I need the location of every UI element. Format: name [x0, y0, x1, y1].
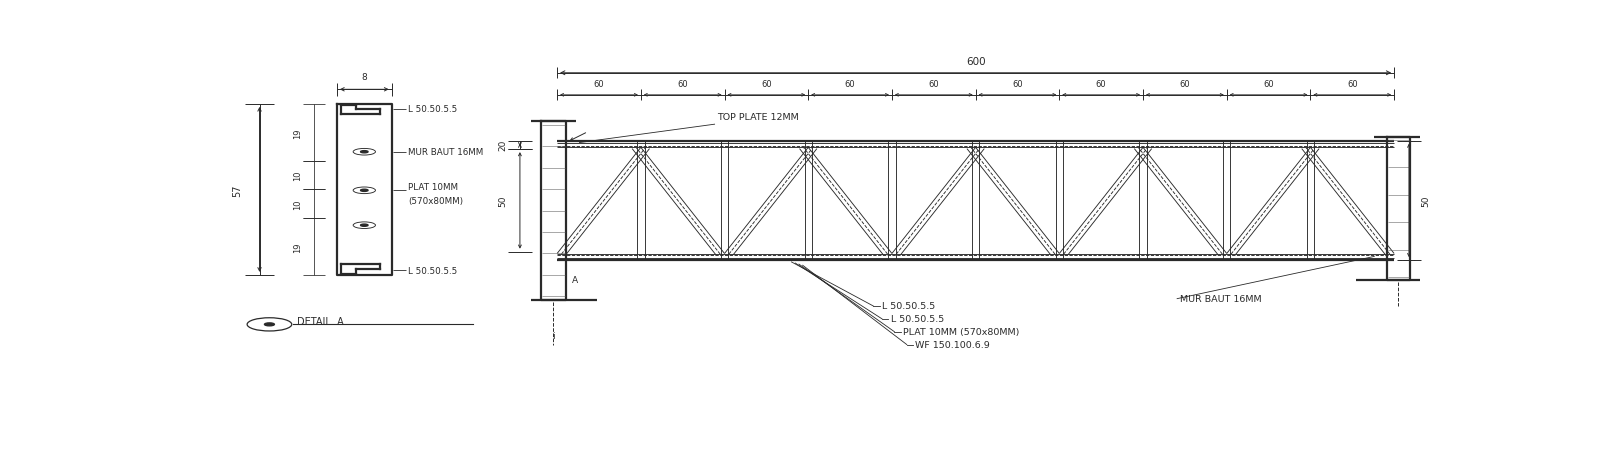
Text: L 50.50.5.5: L 50.50.5.5	[408, 105, 458, 114]
Text: WF 150.100.6.9: WF 150.100.6.9	[915, 340, 990, 349]
Text: 8: 8	[362, 73, 366, 82]
Text: 60: 60	[1013, 80, 1022, 89]
Text: PLAT 10MM (570x80MM): PLAT 10MM (570x80MM)	[902, 327, 1019, 337]
Text: DETAIL  A: DETAIL A	[296, 317, 344, 327]
Text: 60: 60	[1179, 80, 1190, 89]
Text: 60: 60	[1347, 80, 1357, 89]
Text: MUR BAUT 16MM: MUR BAUT 16MM	[1179, 295, 1261, 304]
Text: L 50.50.5.5: L 50.50.5.5	[408, 266, 458, 275]
Text: 60: 60	[1264, 80, 1274, 89]
Text: 19: 19	[293, 128, 302, 139]
Text: 60: 60	[845, 80, 856, 89]
Text: 50: 50	[499, 195, 507, 207]
Circle shape	[360, 190, 368, 192]
Text: 10: 10	[293, 170, 302, 181]
Text: 60: 60	[594, 80, 605, 89]
Text: 600: 600	[966, 57, 986, 67]
Text: (570x80MM): (570x80MM)	[408, 197, 464, 206]
Text: MUR BAUT 16MM: MUR BAUT 16MM	[408, 148, 483, 157]
Text: 19: 19	[293, 242, 302, 252]
Text: 60: 60	[928, 80, 939, 89]
Text: 57: 57	[232, 184, 242, 196]
Circle shape	[360, 151, 368, 154]
Text: i: i	[552, 331, 555, 340]
Text: L 50.50.5.5: L 50.50.5.5	[891, 315, 944, 324]
Text: 10: 10	[293, 199, 302, 209]
Text: 50: 50	[1421, 195, 1430, 207]
Circle shape	[360, 225, 368, 227]
Text: 20: 20	[499, 139, 507, 150]
Text: L 50.50.5.5: L 50.50.5.5	[882, 302, 936, 311]
Text: 60: 60	[677, 80, 688, 89]
Text: 60: 60	[1096, 80, 1107, 89]
Text: PLAT 10MM: PLAT 10MM	[408, 183, 458, 192]
Circle shape	[264, 323, 275, 326]
Text: 60: 60	[762, 80, 771, 89]
Text: TOP PLATE 12MM: TOP PLATE 12MM	[717, 112, 798, 121]
Text: A: A	[573, 275, 578, 284]
